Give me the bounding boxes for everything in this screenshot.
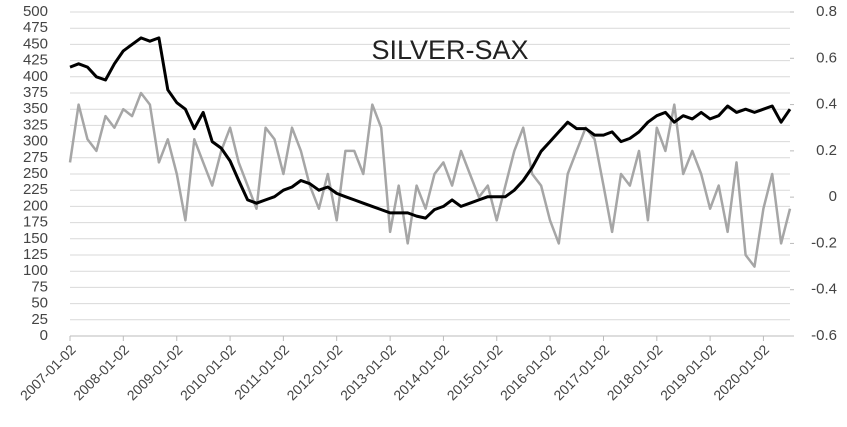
- y-tick-label: 500: [23, 3, 48, 20]
- y-tick-label: 150: [23, 230, 48, 247]
- x-tick-label: 2012-01-02: [283, 341, 345, 403]
- x-tick-label: 2008-01-02: [70, 341, 132, 403]
- x-tick-label: 2020-01-02: [710, 341, 772, 403]
- x-tick-label: 2011-01-02: [231, 341, 292, 402]
- series-line: [68, 91, 792, 268]
- x-tick-label: 2015-01-02: [444, 341, 506, 403]
- y2-tick-label: 0.4: [816, 96, 837, 113]
- y2-tick-label: -0.6: [811, 327, 837, 344]
- y-tick-label: 400: [23, 68, 48, 85]
- y-tick-label: 250: [23, 165, 48, 182]
- y-tick-label: 75: [31, 278, 48, 295]
- y-tick-label: 275: [23, 149, 48, 166]
- y-tick-label: 225: [23, 181, 48, 198]
- x-tick-label: 2010-01-02: [177, 341, 239, 403]
- x-tick-label: 2019-01-02: [657, 341, 719, 403]
- y-tick-label: 50: [31, 295, 48, 312]
- series-line: [69, 36, 792, 220]
- y-tick-label: 175: [23, 214, 48, 231]
- y2-tick-label: 0: [829, 188, 837, 205]
- y-tick-label: 200: [23, 197, 48, 214]
- y-tick-label: 425: [23, 52, 48, 69]
- y-tick-label: 100: [23, 262, 48, 279]
- y-tick-label: 375: [23, 84, 48, 101]
- y2-tick-label: 0.6: [816, 49, 837, 66]
- x-tick-label: 2017-01-02: [550, 341, 612, 403]
- y2-tick-label: -0.2: [811, 234, 837, 251]
- x-tick-label: 2014-01-02: [390, 341, 452, 403]
- y-tick-label: 325: [23, 116, 48, 133]
- x-tick-label: 2018-01-02: [604, 341, 666, 403]
- x-tick-label: 2013-01-02: [337, 341, 399, 403]
- y-tick-label: 475: [23, 19, 48, 36]
- y2-tick-label: 0.8: [816, 3, 837, 20]
- y-tick-label: 350: [23, 100, 48, 117]
- y2-tick-label: 0.2: [816, 142, 837, 159]
- y-tick-label: 300: [23, 133, 48, 150]
- x-tick-label: 2009-01-02: [124, 341, 186, 403]
- y-tick-label: 25: [31, 311, 48, 328]
- y-tick-label: 125: [23, 246, 48, 263]
- y2-tick-label: -0.4: [811, 281, 837, 298]
- y-tick-label: 0: [40, 327, 48, 344]
- x-tick-label: 2007-01-02: [17, 341, 79, 403]
- y-tick-label: 450: [23, 35, 48, 52]
- x-tick-label: 2016-01-02: [497, 341, 559, 403]
- chart-title: SILVER-SAX: [371, 35, 528, 65]
